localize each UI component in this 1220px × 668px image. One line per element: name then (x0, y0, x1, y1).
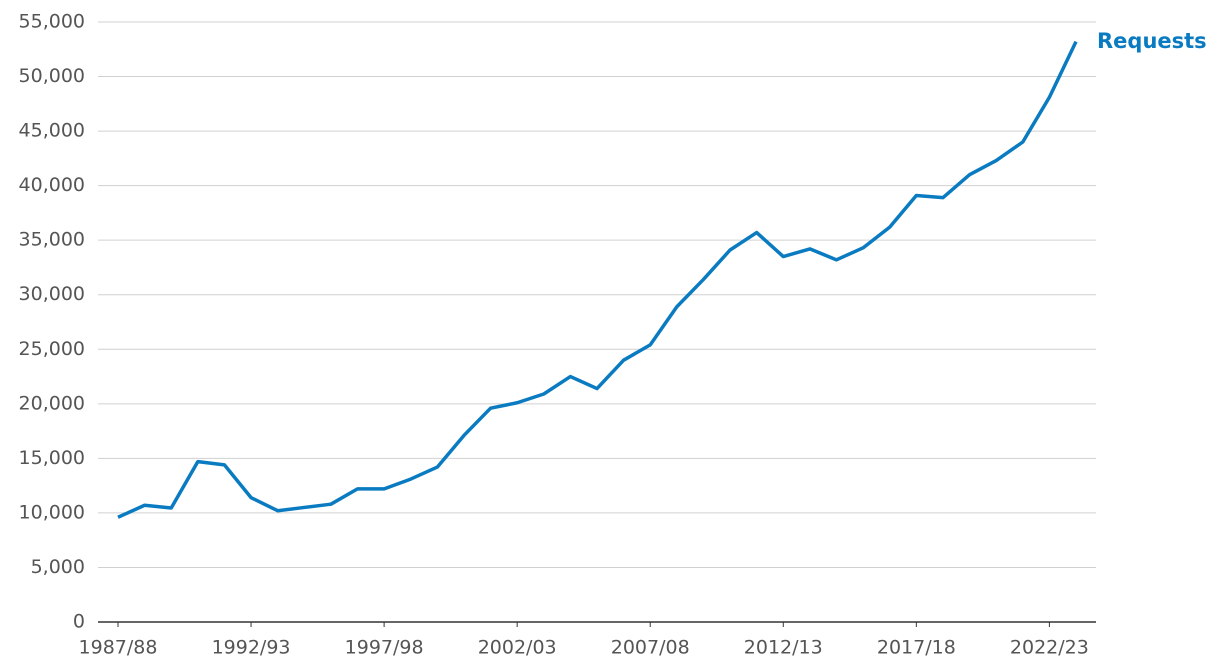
y-tick-label: 40,000 (19, 174, 85, 196)
y-tick-label: 50,000 (19, 65, 85, 87)
x-tick-label: 2022/23 (1010, 637, 1089, 659)
x-tick-label: 2017/18 (877, 637, 956, 659)
y-tick-label: 35,000 (19, 229, 85, 251)
legend-label: Requests (1097, 29, 1207, 53)
y-tick-label: 30,000 (19, 283, 85, 305)
x-tick-label: 2012/13 (744, 637, 823, 659)
y-tick-label: 10,000 (19, 501, 85, 523)
y-tick-label: 20,000 (19, 392, 85, 414)
x-tick-label: 1987/88 (79, 637, 158, 659)
x-tick-label: 1992/93 (212, 637, 291, 659)
y-tick-label: 55,000 (19, 11, 85, 33)
x-tick-label: 1997/98 (345, 637, 424, 659)
y-tick-label: 0 (73, 611, 85, 633)
x-tick-label: 2002/03 (478, 637, 557, 659)
y-tick-label: 5,000 (31, 556, 85, 578)
y-tick-label: 25,000 (19, 338, 85, 360)
y-tick-label: 15,000 (19, 447, 85, 469)
x-tick-label: 2007/08 (611, 637, 690, 659)
series-line (117, 40, 1078, 519)
y-tick-label: 45,000 (19, 120, 85, 142)
